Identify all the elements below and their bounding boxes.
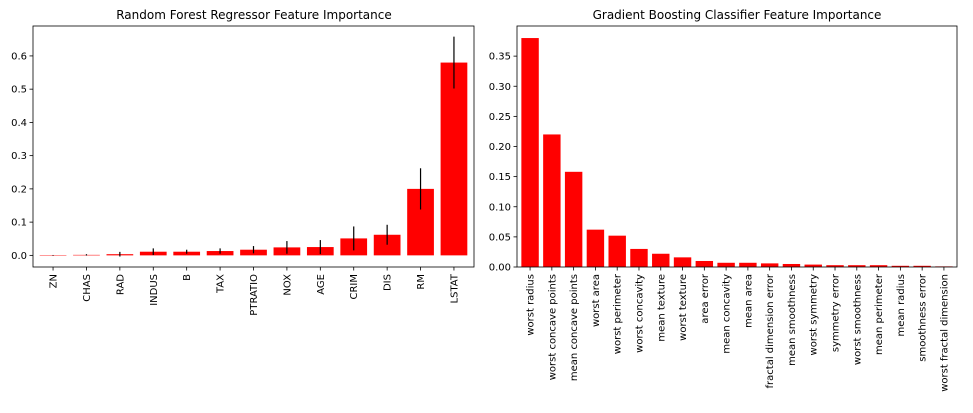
bar-worst-symmetry [804,264,822,267]
random-forest-chart: Random Forest Regressor Feature Importan… [11,8,475,316]
y-tick-label: 0.20 [489,142,511,153]
y-tick-label: 0.15 [489,172,511,183]
x-tick-label: fractal dimension error [765,273,776,388]
error-bars [52,36,455,257]
y-tick-label: 0.35 [489,52,511,63]
bar-worst-concave-points [543,134,561,267]
y-tick-label: 0.30 [489,82,511,93]
x-tick-label: smoothness error [918,273,929,362]
bar-lstat [440,62,468,256]
x-tick-label: RM [416,274,427,290]
x-axis: worst radius worst concave points mean con… [526,267,950,392]
x-tick-label: area error [700,273,711,324]
x-tick-label: mean smoothness [787,274,798,366]
x-tick-label: INDUS [149,274,160,306]
bar-smoothness-error [913,265,931,267]
bar-mean-concave-points [564,171,583,267]
x-tick-label: AGE [316,274,327,295]
y-axis: 0.00 0.05 0.10 0.15 0.20 0.25 0.30 0.35 [489,52,517,274]
x-tick-label: B [182,274,193,281]
x-tick-label: mean texture [656,274,667,342]
x-tick-label: symmetry error [831,273,842,352]
y-tick-label: 0.6 [11,51,27,62]
bar-mean-perimeter [869,265,888,267]
x-tick-label: LSTAT [449,273,460,303]
x-tick-label: worst radius [526,274,537,336]
x-tick-label: worst symmetry [809,274,820,356]
bars [521,38,953,267]
bar-mean-area [739,262,757,267]
x-tick-label: PTRATIO [249,274,260,316]
y-axis: 0.0 0.1 0.2 0.3 0.4 0.5 0.6 [11,51,33,262]
x-tick-label: worst texture [678,274,689,341]
x-tick-label: mean area [743,274,754,328]
y-tick-label: 0.05 [489,232,511,243]
x-axis: ZN CHAS RAD INDUS B TAX PTRATIO NOX AGE CRIM DIS RM… [49,267,460,316]
y-tick-label: 0.3 [11,151,27,162]
bar-worst-smoothness [848,265,866,267]
y-tick-label: 0.1 [11,218,27,229]
x-tick-label: worst smoothness [852,274,863,365]
plot-frame [516,25,958,268]
bar-dis [373,234,401,256]
x-tick-label: CHAS [82,274,93,302]
bar-mean-texture [652,253,670,267]
x-tick-label: worst fractal dimension [939,274,950,392]
bar-worst-concavity [630,248,648,267]
x-tick-label: TAX [216,274,227,294]
bar-mean-concavity [717,262,735,267]
x-tick-label: DIS [383,274,394,291]
gradient-boosting-chart: Gradient Boosting Classifier Feature Imp… [489,8,958,392]
chart-title: Random Forest Regressor Feature Importan… [116,8,392,22]
y-tick-label: 0.0 [11,251,27,262]
y-tick-label: 0.2 [11,184,27,195]
bar-area-error [695,260,714,267]
x-tick-label: RAD [115,274,126,295]
x-tick-label: worst area [591,274,602,327]
y-tick-label: 0.10 [489,202,511,213]
x-tick-label: mean concavity [722,274,733,354]
x-tick-label: mean radius [896,274,907,336]
y-tick-label: 0.00 [489,263,511,274]
x-tick-label: ZN [49,274,60,288]
bar-mean-smoothness [782,263,801,267]
x-tick-label: worst perimeter [613,273,624,354]
x-tick-label: CRIM [349,274,360,300]
plot-frame [32,25,475,268]
y-tick-label: 0.5 [11,85,27,96]
bar-fractal-dimension-error [760,263,779,267]
chart-title: Gradient Boosting Classifier Feature Imp… [593,8,882,22]
bar-worst-texture [673,257,692,267]
bar-worst-perimeter [608,235,626,267]
x-tick-label: worst concave points [547,274,558,380]
bar-symmetry-error [826,265,844,267]
x-tick-label: mean perimeter [874,273,885,355]
y-tick-label: 0.4 [11,118,27,129]
x-tick-label: NOX [282,274,293,296]
y-tick-label: 0.25 [489,112,511,123]
bar-worst-area [586,229,605,267]
bar-mean-radius [891,265,910,267]
x-tick-label: worst concavity [634,274,645,353]
bar-worst-radius [521,38,539,267]
x-tick-label: mean concave points [569,274,580,381]
